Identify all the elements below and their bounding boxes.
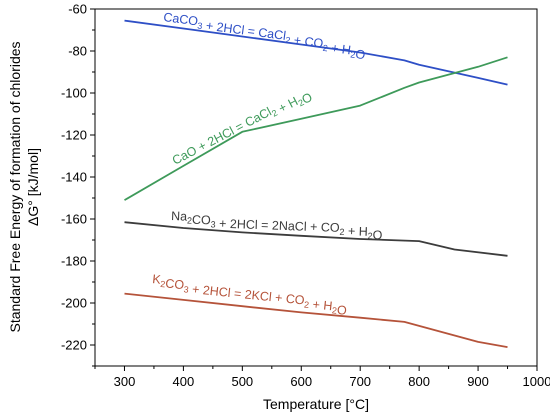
y-tick-label: -200 xyxy=(61,296,87,311)
series-lines xyxy=(124,19,508,348)
plot-frame xyxy=(94,8,538,367)
axis-ticks xyxy=(90,8,538,371)
x-tick-label: 700 xyxy=(349,374,371,389)
x-tick-label: 800 xyxy=(408,374,430,389)
series-line-1 xyxy=(124,19,508,86)
y-axis-title-line1: Standard Free Energy of formation of chl… xyxy=(7,41,23,332)
series-line-2 xyxy=(124,56,508,201)
y-tick-label: -120 xyxy=(61,128,87,143)
x-axis-title: Temperature [°C] xyxy=(263,396,369,412)
x-tick-label: 600 xyxy=(290,374,312,389)
x-tick-labels: 300 400 500 600 700 800 900 1000 xyxy=(114,374,550,389)
x-tick-label: 500 xyxy=(231,374,253,389)
y-tick-label: -160 xyxy=(61,212,87,227)
y-tick-label: -60 xyxy=(68,2,87,17)
x-tick-label: 1000 xyxy=(523,374,550,389)
y-axis-title-line2: ΔG° [kJ/mol] xyxy=(25,148,41,226)
x-tick-label: 400 xyxy=(173,374,195,389)
series-label-2: CaO + 2HCl = CaCl2 + H2O xyxy=(170,85,315,173)
y-tick-label: -140 xyxy=(61,170,87,185)
series-label-4: K2CO3 + 2HCl = 2KCl + CO2 + H2O xyxy=(150,272,348,318)
y-tick-label: -220 xyxy=(61,338,87,353)
x-tick-label: 300 xyxy=(114,374,136,389)
series-line-4 xyxy=(124,292,508,348)
x-tick-label: 900 xyxy=(467,374,489,389)
y-tick-label: -80 xyxy=(68,44,87,59)
series-label-1: CaCO3 + 2HCl = CaCl2 + CO2 + H2O xyxy=(161,10,368,62)
y-tick-label: -180 xyxy=(61,254,87,269)
y-tick-labels: -60 -80 -100 -120 -140 -160 -180 -200 -220 xyxy=(61,2,87,353)
y-tick-label: -100 xyxy=(61,86,87,101)
series-line-3 xyxy=(124,221,508,257)
series-label-3: Na2CO3 + 2HCl = 2NaCl + CO2 + H2O xyxy=(170,209,383,242)
